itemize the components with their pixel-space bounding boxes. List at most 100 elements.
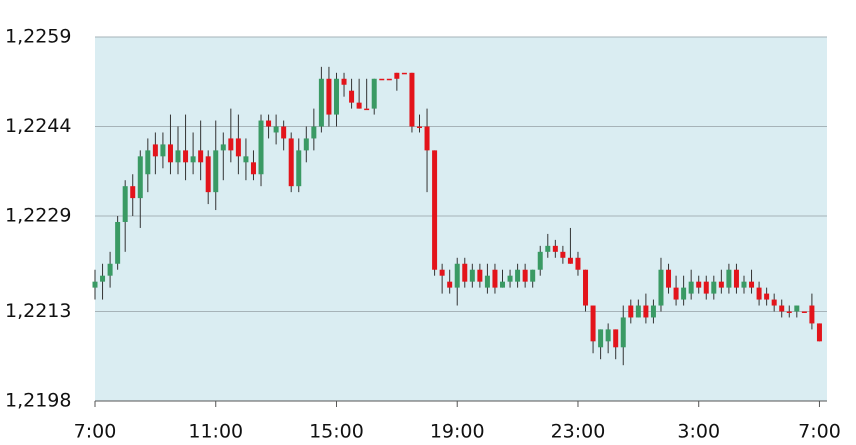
candle-body <box>190 156 196 163</box>
candle-body <box>220 144 226 151</box>
candle-body <box>711 281 717 294</box>
candle-body <box>515 269 521 282</box>
candle-body <box>545 245 551 252</box>
candle-body <box>160 144 166 157</box>
candle-body <box>786 311 792 313</box>
candle-body <box>341 78 347 85</box>
candle-body <box>137 156 143 199</box>
candle-body <box>409 72 415 127</box>
candle-body <box>273 126 279 133</box>
y-tick-label: 1,2244 <box>5 115 71 137</box>
candle-body <box>296 150 302 187</box>
candle-body <box>718 281 724 288</box>
x-tick-label: 7:00 <box>74 421 117 443</box>
candle-body <box>749 281 755 288</box>
y-tick-label: 1,2213 <box>5 300 71 322</box>
candle-body <box>318 78 324 127</box>
candle-body <box>371 78 377 109</box>
candle-body <box>507 275 513 282</box>
candle-body <box>311 126 317 139</box>
x-tick-label: 23:00 <box>551 421 606 443</box>
x-tick-label: 11:00 <box>188 421 243 443</box>
candle-body <box>530 269 536 282</box>
candle-body <box>590 305 596 342</box>
candle-body <box>628 305 634 318</box>
candle-body <box>583 269 589 306</box>
candle-body <box>379 78 385 81</box>
x-tick-label: 7:00 <box>798 421 841 443</box>
candle-body <box>492 269 498 288</box>
candle-body <box>288 138 294 187</box>
candle-body <box>401 72 407 75</box>
candle-body <box>107 263 113 276</box>
candle-body <box>281 126 287 139</box>
candle-body <box>688 281 694 294</box>
candle-body <box>469 269 475 282</box>
candle-body <box>741 281 747 288</box>
candle-body <box>432 150 438 270</box>
x-tick-label: 15:00 <box>309 421 364 443</box>
candle-body <box>250 162 256 175</box>
candle-body <box>613 329 619 348</box>
candle-body <box>560 251 566 258</box>
candle-body <box>673 287 679 300</box>
candle-body <box>500 281 506 288</box>
candle-body <box>145 150 151 175</box>
candle-body <box>228 138 234 151</box>
candle-body <box>303 138 309 151</box>
candle-body <box>771 299 777 306</box>
candle-body <box>115 221 121 264</box>
candle-body <box>439 269 445 276</box>
candle-body <box>326 78 332 115</box>
candle-body <box>183 150 189 163</box>
candle-body <box>650 305 656 318</box>
candle-body <box>100 275 106 282</box>
candle-body <box>809 305 815 324</box>
candle-body <box>764 293 770 300</box>
candle-body <box>522 269 528 282</box>
candle-body <box>152 144 158 157</box>
candle-body <box>167 144 173 163</box>
candle-body <box>726 269 732 288</box>
candle-body <box>635 305 641 318</box>
candle-body <box>484 275 490 288</box>
candle-body <box>205 156 211 193</box>
candle-body <box>666 269 672 288</box>
plot-background <box>95 37 827 401</box>
x-tick-label: 3:00 <box>677 421 720 443</box>
candle-body <box>733 269 739 288</box>
y-tick-label: 1,2259 <box>5 26 71 48</box>
candle-body <box>258 120 264 175</box>
candle-body <box>681 287 687 300</box>
candle-body <box>816 323 822 342</box>
candle-body <box>424 126 430 151</box>
candle-body <box>801 311 807 313</box>
candle-body <box>756 287 762 300</box>
x-tick-label: 19:00 <box>430 421 485 443</box>
candle-body <box>394 72 400 79</box>
y-tick-label: 1,2198 <box>5 390 71 412</box>
candle-body <box>198 150 204 163</box>
candle-body <box>462 263 468 282</box>
candle-body <box>416 126 422 129</box>
candle-body <box>794 305 800 312</box>
candle-body <box>364 108 370 111</box>
candle-body <box>333 78 339 115</box>
candle-body <box>92 281 98 288</box>
candle-body <box>130 186 136 199</box>
candle-body <box>643 305 649 318</box>
candle-body <box>477 269 483 282</box>
candle-body <box>567 257 573 264</box>
candle-body <box>779 305 785 312</box>
candle-body <box>537 251 543 270</box>
candle-body <box>703 281 709 294</box>
candle-body <box>454 263 460 288</box>
candle-body <box>696 281 702 288</box>
candle-body <box>575 257 581 270</box>
candle-body <box>658 269 664 306</box>
candle-body <box>122 186 128 222</box>
candle-body <box>356 102 362 109</box>
candle-body <box>349 90 355 103</box>
